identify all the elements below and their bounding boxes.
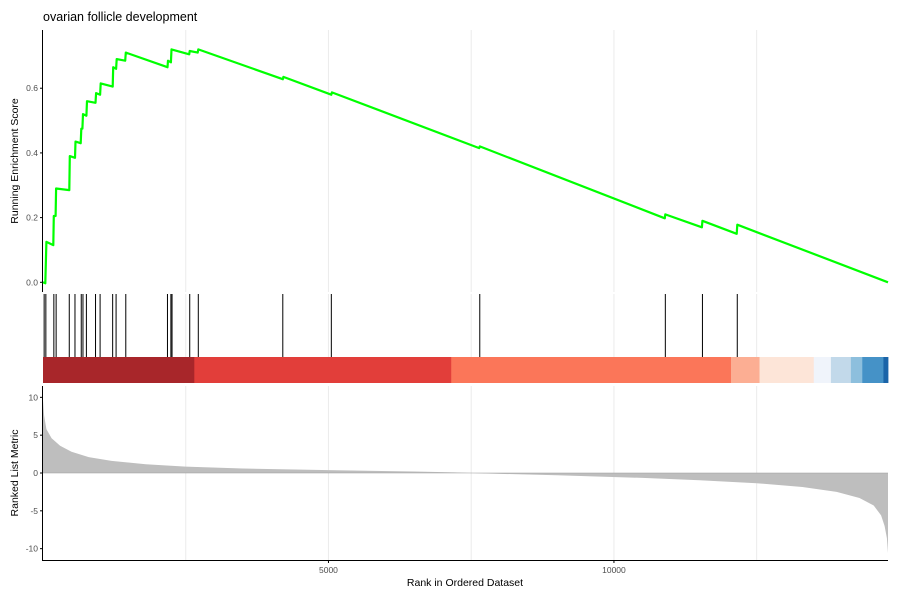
y-tick-label: 0.0 [26, 277, 38, 287]
ranked-metric-y-ticks: 10 5 0 -5 -10 [26, 392, 43, 554]
color-bar-segment [830, 357, 852, 383]
color-bar-segment [451, 357, 732, 383]
y-tick-label: 10 [29, 392, 39, 402]
ranked-metric-y-label: Ranked List Metric [9, 430, 21, 517]
color-bar-segment [883, 357, 889, 383]
gene-hits-panel [43, 294, 889, 383]
running-score-panel: 0.0 0.2 0.4 0.6 Running Enrichment Score [9, 30, 889, 292]
color-bar-segment [813, 357, 832, 383]
running-score-y-label: Running Enrichment Score [9, 98, 21, 224]
ranked-metric-panel: 10 5 0 -5 -10 5000 10000 Ranked List Metric R… [9, 386, 888, 589]
color-bar-segment [759, 357, 815, 383]
y-tick-label: 5 [33, 430, 38, 440]
x-axis-ticks: 5000 10000 [319, 560, 626, 575]
ranked-metric-area [43, 400, 888, 554]
x-tick-label: 5000 [319, 565, 338, 575]
color-bar-segment [730, 357, 760, 383]
gene-hit-lines [43, 294, 738, 357]
y-tick-label: 0.6 [26, 83, 38, 93]
color-bar-segment [194, 357, 452, 383]
color-bar-segment [850, 357, 863, 383]
y-tick-label: -10 [26, 544, 39, 554]
color-bar-segment [43, 357, 195, 383]
running-score-line [42, 48, 889, 285]
chart-title: ovarian follicle development [43, 10, 198, 24]
color-bar-segment [862, 357, 884, 383]
rank-color-bar [43, 357, 889, 383]
y-tick-label: 0 [33, 468, 38, 478]
y-tick-label: 0.4 [26, 148, 38, 158]
running-score-grid [185, 30, 758, 292]
y-tick-label: 0.2 [26, 213, 38, 223]
x-axis-label: Rank in Ordered Dataset [407, 577, 523, 589]
running-score-y-ticks: 0.0 0.2 0.4 0.6 [26, 83, 43, 287]
y-tick-label: -5 [30, 506, 38, 516]
x-tick-label: 10000 [602, 565, 626, 575]
